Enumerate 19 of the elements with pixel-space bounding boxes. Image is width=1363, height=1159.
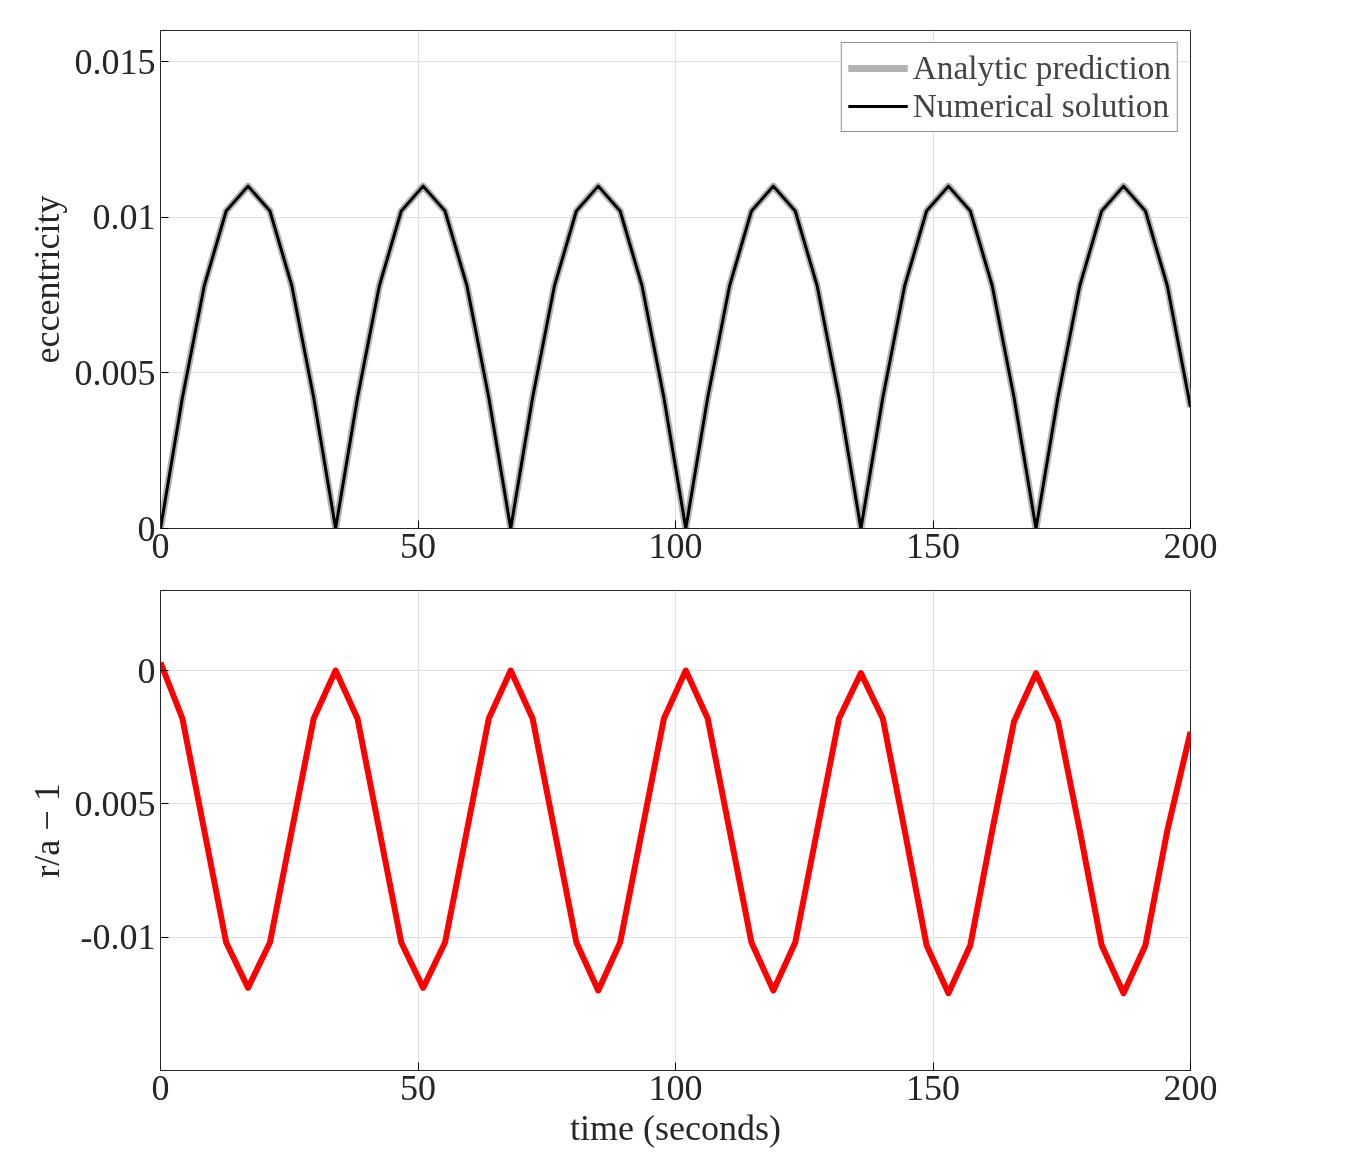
x-tick-label: 200 bbox=[1163, 1067, 1218, 1108]
y-tick-label: 0.005 bbox=[74, 352, 156, 393]
y-tick-label: -0.01 bbox=[80, 917, 156, 958]
legend-label: Numerical solution bbox=[912, 87, 1170, 125]
x-axis-title: time (seconds) bbox=[570, 1107, 781, 1148]
x-tick-label: 100 bbox=[648, 1067, 703, 1108]
x-tick-label: 50 bbox=[400, 1067, 436, 1108]
x-tick-label: 150 bbox=[906, 1067, 960, 1108]
y-axis-title: eccentricity bbox=[26, 195, 67, 364]
x-tick-label: 200 bbox=[1163, 525, 1218, 566]
y-axis-title: r/a − 1 bbox=[26, 783, 67, 878]
y-tick-label: 0.015 bbox=[74, 41, 156, 82]
x-tick-label: 150 bbox=[906, 525, 960, 566]
legend-label: Analytic prediction bbox=[912, 49, 1171, 87]
y-tick-label: 0.005 bbox=[74, 783, 156, 824]
x-tick-label: 50 bbox=[400, 525, 436, 566]
x-tick-label: 100 bbox=[648, 525, 703, 566]
y-tick-label: 0 bbox=[137, 650, 156, 691]
y-tick-label: 0.01 bbox=[92, 197, 156, 238]
